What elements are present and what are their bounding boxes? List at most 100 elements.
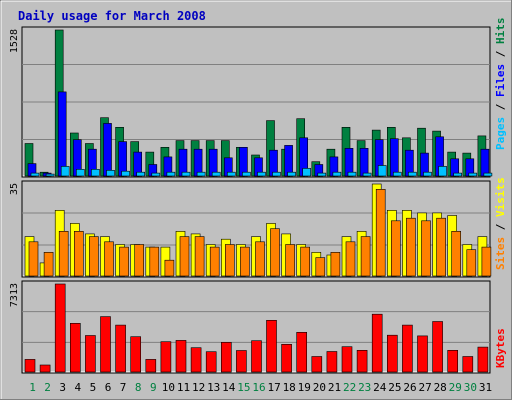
bar-pages [272, 171, 281, 177]
bar-pages [151, 172, 161, 177]
x-tick-label: 17 [267, 381, 280, 394]
bar-sites [240, 246, 250, 277]
bar-kbytes [296, 331, 308, 373]
bar-kbytes [205, 351, 217, 373]
x-tick-label: 10 [162, 381, 175, 394]
bar-kbytes [54, 283, 66, 373]
bar-pages [483, 172, 493, 177]
bar-kbytes [326, 351, 338, 373]
bar-sites [481, 246, 492, 277]
bar-sites [89, 236, 99, 277]
bar-sites [225, 244, 235, 277]
bar-pages [453, 172, 463, 177]
bar-files [480, 148, 490, 177]
bar-sites [315, 257, 326, 277]
bar-kbytes [130, 336, 141, 373]
bar-pages [287, 171, 296, 177]
bar-sites [194, 236, 205, 277]
bar-kbytes [311, 356, 323, 373]
bar-sites [330, 252, 341, 277]
x-tick-label: 6 [105, 381, 112, 394]
bar-pages [181, 171, 191, 177]
x-tick-label: 15 [237, 381, 250, 394]
bar-kbytes [341, 346, 353, 373]
legend-entry: Sites [494, 237, 507, 270]
bar-kbytes [221, 341, 232, 373]
legend-entry: / [494, 44, 507, 64]
bar-pages [347, 171, 357, 177]
bar-sites [360, 236, 371, 277]
x-tick-label: 23 [358, 381, 371, 394]
x-tick-label: 11 [177, 381, 190, 394]
bar-pages [332, 171, 342, 177]
bar-kbytes [281, 343, 292, 373]
bar-kbytes [236, 350, 247, 373]
bar-sites [164, 259, 175, 277]
x-tick-label: 21 [328, 381, 341, 394]
bar-sites [436, 217, 446, 277]
bar-pages [106, 170, 115, 177]
bar-pages [302, 168, 312, 177]
bar-files [103, 123, 112, 177]
x-tick-label: 24 [373, 381, 387, 394]
bar-kbytes [39, 364, 51, 373]
bar-files [118, 141, 127, 177]
x-tick-label: 18 [283, 381, 296, 394]
legend-entry: Visits [494, 177, 507, 217]
bar-kbytes [70, 322, 81, 373]
legend-entry: / [494, 217, 507, 237]
bar-pages [377, 165, 387, 177]
bar-pages [227, 171, 236, 177]
bar-pages [423, 171, 432, 177]
legend-entry: Files [494, 64, 507, 97]
bar-sites [421, 220, 431, 277]
x-tick-label: 14 [222, 381, 236, 394]
bar-kbytes [432, 321, 443, 373]
bar-sites [375, 189, 386, 277]
bar-pages [30, 172, 40, 177]
bar-sites [58, 231, 69, 277]
x-tick-label: 25 [388, 381, 401, 394]
bar-sites [149, 246, 160, 277]
x-tick-label: 20 [313, 381, 326, 394]
bar-kbytes [100, 316, 111, 373]
x-axis-labels: 1 2 3 4 5 6 7 8 9 10 11 12 13 14 15 16 17 18 19 20 21 22 23 24 2… [29, 381, 492, 394]
x-tick-label: 4 [74, 381, 81, 394]
x-tick-label: 2 [44, 381, 51, 394]
series-kbytes [24, 283, 489, 373]
bar-pages [408, 171, 417, 177]
panel-visits: 35 Sites / Visits [9, 177, 507, 278]
x-tick-label: 1 [29, 381, 36, 394]
bar-kbytes [160, 341, 172, 373]
x-tick-label: 3 [59, 381, 66, 394]
x-tick-label: 13 [207, 381, 220, 394]
bar-kbytes [85, 335, 96, 373]
x-tick-label: 5 [90, 381, 97, 394]
bar-kbytes [356, 349, 368, 373]
bar-sites [451, 231, 462, 277]
bar-sites [209, 246, 220, 277]
legend-entry: Pages [494, 117, 507, 150]
legend-entry: KBytes [494, 328, 507, 368]
bar-files [344, 148, 354, 177]
bar-pages [166, 171, 176, 177]
bar-kbytes [371, 313, 383, 373]
series-pages [30, 165, 493, 177]
bar-pages [317, 172, 327, 177]
x-tick-label: 7 [120, 381, 127, 394]
bar-kbytes [115, 324, 126, 373]
bar-sites [406, 217, 416, 277]
x-tick-label: 30 [464, 381, 477, 394]
bar-kbytes [175, 340, 187, 373]
x-tick-label: 28 [434, 381, 447, 394]
bar-kbytes [251, 340, 262, 373]
legend-entry: / [494, 97, 507, 117]
bar-sites [285, 244, 295, 277]
bar-pages [121, 170, 130, 177]
bar-sites [270, 228, 280, 277]
panel-kbytes-ymax-label: 7313 [9, 283, 20, 307]
panel-kbytes: 7313 KBytes [9, 280, 507, 374]
series-sites [28, 189, 492, 277]
bar-sites [74, 231, 84, 277]
